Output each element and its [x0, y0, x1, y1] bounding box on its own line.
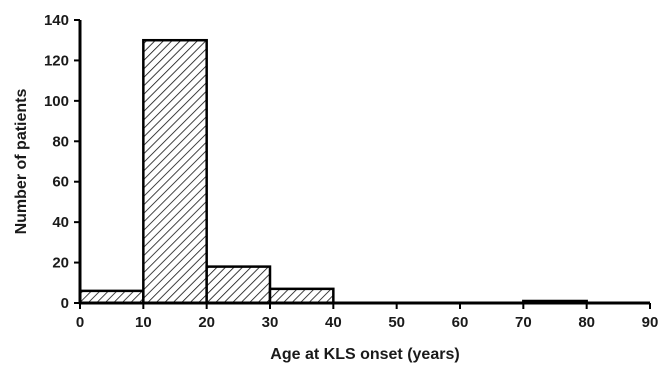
- x-tick-label: 30: [262, 314, 279, 331]
- x-tick-label: 50: [388, 314, 405, 331]
- y-tick-label: 40: [52, 214, 69, 231]
- histogram-bar-0-10: [78, 289, 145, 305]
- histogram-bar-20-30: [205, 265, 272, 305]
- x-tick-label: 60: [452, 314, 469, 331]
- x-ticks-group: 0 10 20 30 40 50 60 70 80 90: [76, 303, 659, 331]
- y-ticks-group: 0 20 40 60 80 100 120 140: [44, 12, 80, 312]
- y-tick-label: 20: [52, 255, 69, 272]
- bars-group: [78, 38, 588, 305]
- axes-group: [78, 20, 650, 305]
- y-tick-label: 80: [52, 133, 69, 150]
- x-axis-title: Age at KLS onset (years): [270, 346, 459, 363]
- x-tick-label: 0: [76, 314, 84, 331]
- y-tick-label: 120: [44, 52, 69, 69]
- y-tick-label: 140: [44, 12, 69, 29]
- x-tick-label: 70: [515, 314, 532, 331]
- x-tick-label: 40: [325, 314, 342, 331]
- y-tick-label: 0: [61, 295, 69, 312]
- y-tick-label: 60: [52, 174, 69, 191]
- histogram-bar-30-40: [268, 287, 335, 305]
- y-axis-title: Number of patients: [13, 89, 30, 235]
- x-tick-label: 10: [135, 314, 152, 331]
- histogram-bar-10-20: [142, 38, 208, 305]
- y-tick-label: 100: [44, 93, 69, 110]
- x-tick-label: 90: [642, 314, 659, 331]
- x-tick-label: 80: [578, 314, 595, 331]
- x-tick-label: 20: [198, 314, 215, 331]
